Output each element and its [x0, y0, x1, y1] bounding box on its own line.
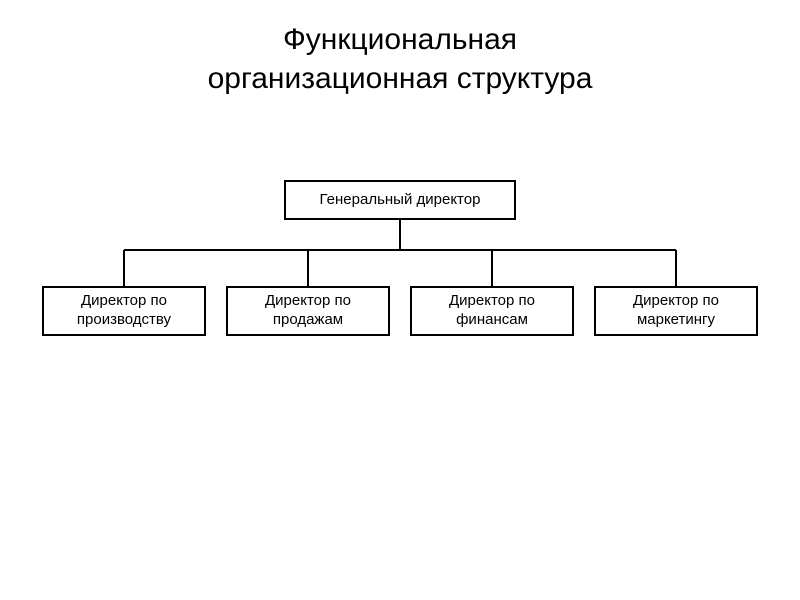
node-child-3: Директор по маркетингу — [594, 286, 758, 336]
page-title: Функциональная организационная структура — [0, 0, 800, 98]
title-line1: Функциональная — [283, 23, 517, 56]
connector-child-1 — [307, 250, 309, 286]
node-child-1-label: Директор по продажам — [228, 292, 388, 330]
node-child-0: Директор по производству — [42, 286, 206, 336]
connector-horizontal — [124, 249, 676, 251]
node-child-1: Директор по продажам — [226, 286, 390, 336]
connector-child-0 — [123, 250, 125, 286]
title-line2: организационная структура — [208, 62, 593, 95]
node-root: Генеральный директор — [284, 180, 516, 220]
connector-root-down — [399, 220, 401, 250]
node-root-label: Генеральный директор — [320, 191, 481, 210]
node-child-0-label: Директор по производству — [44, 292, 204, 330]
node-child-2-label: Директор по финансам — [412, 292, 572, 330]
node-child-3-label: Директор по маркетингу — [596, 292, 756, 330]
connector-child-2 — [491, 250, 493, 286]
node-child-2: Директор по финансам — [410, 286, 574, 336]
connector-child-3 — [675, 250, 677, 286]
